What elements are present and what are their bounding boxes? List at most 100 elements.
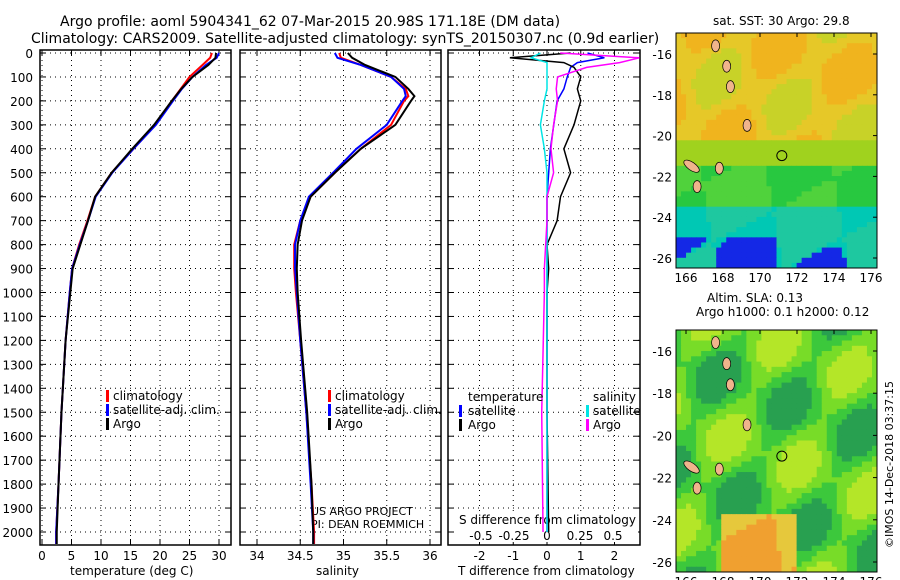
sla-map-cell <box>771 535 777 541</box>
sst-map-cell <box>836 89 843 95</box>
sst-map-cell <box>751 114 757 121</box>
sst-map-cell <box>701 237 707 243</box>
sla-map-cell <box>771 387 777 394</box>
sst-map-cell <box>861 150 868 157</box>
sla-map-cell <box>736 514 742 520</box>
sst-map-cell <box>786 170 793 177</box>
sla-map-cell <box>706 550 712 557</box>
sla-map-cell <box>811 445 818 452</box>
sla-map-cell <box>861 408 868 415</box>
sla-map-cell <box>791 356 798 363</box>
sst-map-cell <box>686 181 692 187</box>
sla-map-cell <box>696 477 702 484</box>
sla-map-cell <box>761 435 767 441</box>
sst-map-cell <box>801 222 808 228</box>
sla-map-cell <box>676 330 682 336</box>
sst-map-cell <box>706 196 712 203</box>
sla-map-cell <box>756 445 762 452</box>
sst-map-cell <box>801 63 808 70</box>
sla-map-cell <box>861 445 868 452</box>
sst-map-cell <box>871 262 878 269</box>
sst-map-cell <box>786 155 793 162</box>
sla-map-cell <box>761 445 767 452</box>
sst-map-cell <box>801 130 808 136</box>
sla-map-cell <box>736 519 742 526</box>
sst-map-cell <box>681 237 687 243</box>
sla-map-cell <box>856 566 863 573</box>
sst-map-cell <box>826 196 833 203</box>
sst-map-cell <box>821 211 828 218</box>
sla-map-cell <box>736 456 742 463</box>
sst-map-cell <box>821 33 828 39</box>
sst-map-cell <box>846 181 853 187</box>
sla-map-cell <box>851 535 858 541</box>
sla-map-cell <box>856 556 863 562</box>
sst-map-cell <box>761 130 767 136</box>
sla-map-cell <box>776 508 783 515</box>
sst-map-cell <box>851 99 858 106</box>
sst-map-cell <box>746 252 752 259</box>
sst-map-cell <box>711 94 717 100</box>
sla-map-cell <box>821 519 828 526</box>
sla-map-cell <box>871 566 878 573</box>
sla-map-cell <box>831 561 838 568</box>
salinity-xtick-label: 34.5 <box>287 549 314 563</box>
sst-map-cell <box>746 232 752 238</box>
sla-map-cell <box>826 545 833 552</box>
sla-map-cell <box>781 351 788 357</box>
sst-map-cell <box>791 124 798 131</box>
sst-map-cell <box>831 68 838 75</box>
sst-map-cell <box>861 140 868 146</box>
sla-map-cell <box>866 498 873 505</box>
sla-map-cell <box>821 424 828 431</box>
sla-map-cell <box>861 535 868 541</box>
sst-map-cell <box>786 262 793 269</box>
sst-map-cell <box>731 63 737 70</box>
sst-map-cell <box>691 211 697 218</box>
sst-map-cell <box>781 196 788 203</box>
sst-map-cell <box>681 38 687 44</box>
sst-map-cell <box>691 242 697 249</box>
sla-map-cell <box>806 566 813 573</box>
sst-map-cell <box>706 232 712 238</box>
sla-map-cell <box>776 440 783 447</box>
sst-map-cell <box>721 191 727 197</box>
sst-map-cell <box>721 237 727 243</box>
sst-map-cell <box>841 89 848 95</box>
sla-map-cell <box>826 556 833 562</box>
sla-map-cell <box>731 366 737 373</box>
sla-map-cell <box>806 477 813 484</box>
sst-map-cell <box>811 124 818 131</box>
sla-map-cell <box>741 461 747 468</box>
sst-map-cell <box>861 94 868 100</box>
sst-map-cell <box>796 176 803 182</box>
t-legend-label: Argo <box>468 418 496 432</box>
sla-map-cell <box>731 503 737 510</box>
sla-map-cell <box>856 424 863 431</box>
sla-map-cell <box>791 451 798 457</box>
sst-map-cell <box>821 68 828 75</box>
sst-map-cell <box>866 155 873 162</box>
sla-map-cell <box>811 435 818 441</box>
sla-map-cell <box>706 372 712 378</box>
sla-map-cell <box>821 550 828 557</box>
sla-map-cell <box>711 419 717 426</box>
sst-map-cell <box>676 48 682 54</box>
sla-map-cell <box>721 440 727 447</box>
sla-map-cell <box>851 503 858 510</box>
sla-map-cell <box>766 419 772 426</box>
sst-map-cell <box>781 170 788 177</box>
sla-map-cell <box>791 514 798 520</box>
sst-map-cell <box>756 33 762 39</box>
sla-map-cell <box>781 419 788 426</box>
sst-map-cell <box>836 33 843 39</box>
sst-map-cell <box>806 262 813 269</box>
sla-map-cell <box>831 340 838 347</box>
sst-map-cell <box>706 181 712 187</box>
sst-map-cell <box>816 33 823 39</box>
sla-map-cell <box>756 466 762 473</box>
sla-map-cell <box>796 545 803 552</box>
sla-map-cell <box>786 466 793 473</box>
sla-map-cell <box>681 424 687 431</box>
sst-map-cell <box>831 196 838 203</box>
